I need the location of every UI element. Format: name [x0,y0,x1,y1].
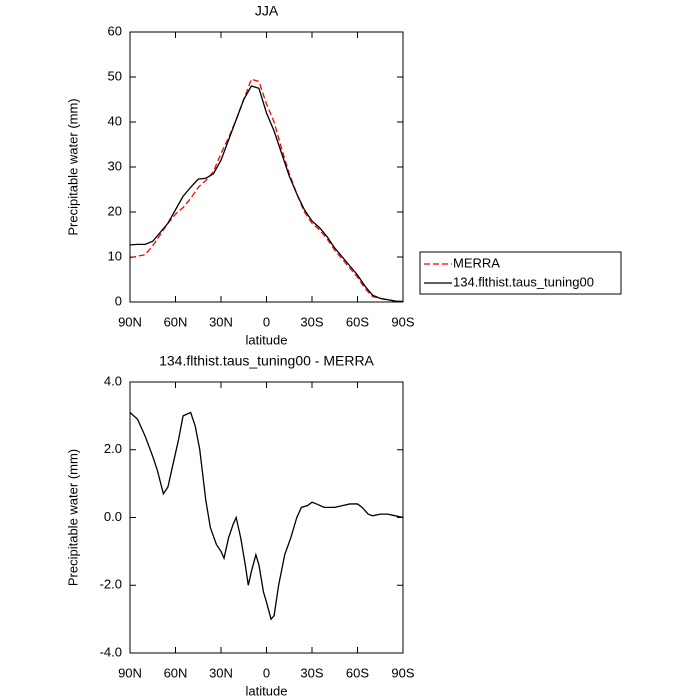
x-tick-label: 30S [300,314,323,329]
y-tick-label: 4.0 [104,373,122,388]
x-tick-label: 30N [209,665,233,680]
x-tick-label: 90S [391,314,414,329]
plot-frame [129,31,404,303]
legend-box [419,251,622,295]
x-axis-label: latitude [246,683,288,698]
data-line [129,85,404,303]
y-tick-label: 10 [108,248,122,263]
x-tick-label: 60S [346,665,369,680]
data-line [129,78,404,303]
y-tick-label: 60 [108,23,122,38]
x-tick-label: 60N [164,314,188,329]
data-line [129,411,404,621]
y-tick-label: 30 [108,158,122,173]
y-tick-label: 2.0 [104,441,122,456]
plot-frame [129,381,404,654]
legend-label: MERRA [453,255,500,270]
legend-label: 134.flthist.taus_tuning00 [453,274,594,289]
x-tick-label: 60S [346,314,369,329]
x-tick-label: 90S [391,665,414,680]
chart-title: JJA [255,3,279,19]
x-axis-label: latitude [246,332,288,347]
y-axis-label: Precipitable water (mm) [65,449,80,586]
y-tick-label: -2.0 [100,577,122,592]
x-tick-label: 30S [300,665,323,680]
x-tick-label: 60N [164,665,188,680]
x-tick-label: 0 [263,314,270,329]
y-tick-label: 0.0 [104,509,122,524]
x-tick-label: 90N [118,665,142,680]
y-axis-label: Precipitable water (mm) [65,98,80,235]
x-tick-label: 0 [263,665,270,680]
y-tick-label: 40 [108,113,122,128]
y-tick-label: 20 [108,203,122,218]
y-tick-label: 0 [115,293,122,308]
x-tick-label: 30N [209,314,233,329]
chart-title: 134.flthist.taus_tuning00 - MERRA [159,353,374,369]
x-tick-label: 90N [118,314,142,329]
y-tick-label: 50 [108,68,122,83]
y-tick-label: -4.0 [100,644,122,659]
